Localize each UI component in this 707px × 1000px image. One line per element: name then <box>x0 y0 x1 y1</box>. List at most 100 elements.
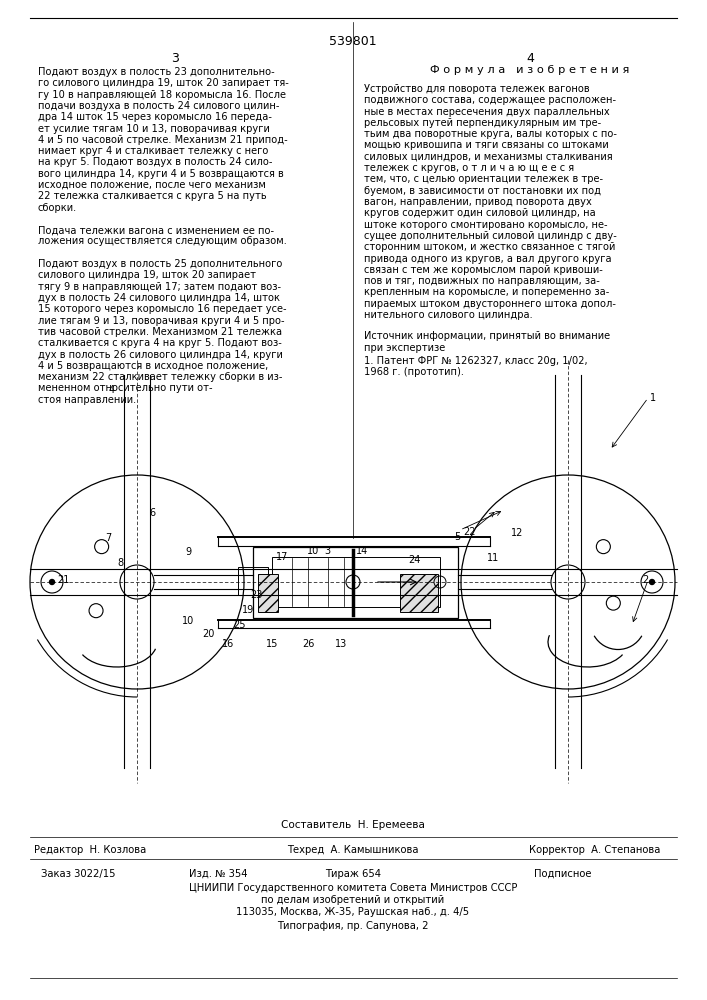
Bar <box>258 574 278 612</box>
Text: 1. Патент ФРГ № 1262327, класс 20g, 1/02,: 1. Патент ФРГ № 1262327, класс 20g, 1/02… <box>364 356 588 366</box>
Text: Техред  А. Камышникова: Техред А. Камышникова <box>287 845 419 855</box>
Text: на круг 5. Подают воздух в полость 24 сило-: на круг 5. Подают воздух в полость 24 си… <box>38 157 272 167</box>
Text: вагон, направлении, привод поворота двух: вагон, направлении, привод поворота двух <box>364 197 592 207</box>
Text: 4: 4 <box>109 385 115 395</box>
Text: 20: 20 <box>201 629 214 639</box>
Text: сталкивается с круга 4 на круг 5. Подают воз-: сталкивается с круга 4 на круг 5. Подают… <box>38 338 282 348</box>
Text: гу 10 в направляющей 18 коромысла 16. После: гу 10 в направляющей 18 коромысла 16. По… <box>38 90 286 100</box>
Text: 12: 12 <box>511 528 523 538</box>
Text: 1: 1 <box>650 393 656 403</box>
Text: Составитель  Н. Еремеева: Составитель Н. Еремеева <box>281 820 425 830</box>
Text: 13: 13 <box>335 639 347 649</box>
Text: мененном относительно пути от-: мененном относительно пути от- <box>38 383 213 393</box>
Text: 22: 22 <box>464 527 477 537</box>
Text: силового цилиндра 19, шток 20 запирает: силового цилиндра 19, шток 20 запирает <box>38 270 256 280</box>
Text: 7: 7 <box>105 533 111 543</box>
Text: тележек с кругов, о т л и ч а ю щ е е с я: тележек с кругов, о т л и ч а ю щ е е с … <box>364 163 574 173</box>
Circle shape <box>650 580 655 584</box>
Text: тив часовой стрелки. Механизмом 21 тележка: тив часовой стрелки. Механизмом 21 тележ… <box>38 327 282 337</box>
Text: 4 и 5 возвращаются в исходное положение,: 4 и 5 возвращаются в исходное положение, <box>38 361 268 371</box>
Text: механизм 22 сталкивает тележку сборки в из-: механизм 22 сталкивает тележку сборки в … <box>38 372 283 382</box>
Text: 16: 16 <box>222 639 234 649</box>
Text: привода одного из кругов, а вал другого круга: привода одного из кругов, а вал другого … <box>364 253 612 263</box>
Text: тьим два поворотные круга, валы которых с по-: тьим два поворотные круга, валы которых … <box>364 129 617 139</box>
Text: 6: 6 <box>149 508 155 518</box>
Text: Подписное: Подписное <box>534 869 592 879</box>
Text: 4 и 5 по часовой стрелке. Механизм 21 припод-: 4 и 5 по часовой стрелке. Механизм 21 пр… <box>38 135 288 145</box>
Text: Устройство для поворота тележек вагонов: Устройство для поворота тележек вагонов <box>364 84 590 94</box>
Text: ложения осуществляется следующим образом.: ложения осуществляется следующим образом… <box>38 236 287 246</box>
Text: Подача тележки вагона с изменением ее по-: Подача тележки вагона с изменением ее по… <box>38 225 274 235</box>
Text: Корректор  А. Степанова: Корректор А. Степанова <box>530 845 660 855</box>
Text: пов и тяг, подвижных по направляющим, за-: пов и тяг, подвижных по направляющим, за… <box>364 276 600 286</box>
Text: 4: 4 <box>526 52 534 65</box>
Text: силовых цилиндров, и механизмы сталкивания: силовых цилиндров, и механизмы сталкиван… <box>364 152 613 162</box>
Text: ет усилие тягам 10 и 13, поворачивая круги: ет усилие тягам 10 и 13, поворачивая кру… <box>38 123 270 133</box>
Text: Тираж 654: Тираж 654 <box>325 869 381 879</box>
Text: 24: 24 <box>408 555 420 565</box>
Text: Ф о р м у л а   и з о б р е т е н и я: Ф о р м у л а и з о б р е т е н и я <box>431 65 630 75</box>
Text: 15 которого через коромысло 16 передает усе-: 15 которого через коромысло 16 передает … <box>38 304 286 314</box>
Text: при экспертизе: при экспертизе <box>364 343 445 353</box>
Text: 22 тележка сталкивается с круга 5 на путь: 22 тележка сталкивается с круга 5 на пут… <box>38 191 267 201</box>
Text: 19: 19 <box>242 605 254 615</box>
Text: 17: 17 <box>276 552 288 562</box>
Text: Источник информации, принятый во внимание: Источник информации, принятый во внимани… <box>364 331 610 341</box>
Text: по делам изобретений и открытий: по делам изобретений и открытий <box>262 895 445 905</box>
Text: дух в полость 26 силового цилиндра 14, круги: дух в полость 26 силового цилиндра 14, к… <box>38 350 283 360</box>
Text: 3: 3 <box>171 52 179 65</box>
Text: 2: 2 <box>642 575 648 585</box>
Bar <box>272 557 440 607</box>
Text: подвижного состава, содержащее расположен-: подвижного состава, содержащее расположе… <box>364 95 616 105</box>
Text: ЦНИИПИ Государственного комитета Совета Министров СССР: ЦНИИПИ Государственного комитета Совета … <box>189 883 518 893</box>
Text: ные в местах пересечения двух параллельных: ные в местах пересечения двух параллельн… <box>364 107 609 117</box>
Text: вого цилиндра 14, круги 4 и 5 возвращаются в: вого цилиндра 14, круги 4 и 5 возвращают… <box>38 169 284 179</box>
Text: Заказ 3022/15: Заказ 3022/15 <box>41 869 115 879</box>
Text: 3: 3 <box>324 546 330 556</box>
Text: 14: 14 <box>356 546 368 556</box>
Text: сущее дополнительный силовой цилиндр с дву-: сущее дополнительный силовой цилиндр с д… <box>364 231 617 241</box>
Text: сторонним штоком, и жестко связанное с тягой: сторонним штоком, и жестко связанное с т… <box>364 242 615 252</box>
Text: стоя направлении.: стоя направлении. <box>38 395 136 405</box>
Text: 21: 21 <box>57 575 69 585</box>
Text: 10: 10 <box>307 546 319 556</box>
Text: нимает круг 4 и сталкивает тележку с него: нимает круг 4 и сталкивает тележку с нег… <box>38 146 269 156</box>
Text: 25: 25 <box>234 620 246 630</box>
Text: мощью кривошипа и тяги связаны со штоками: мощью кривошипа и тяги связаны со штокам… <box>364 140 609 150</box>
Text: 1968 г. (прототип).: 1968 г. (прототип). <box>364 367 464 377</box>
Text: 5: 5 <box>454 532 460 542</box>
Text: Подают воздух в полость 25 дополнительного: Подают воздух в полость 25 дополнительно… <box>38 259 282 269</box>
Text: подачи воздуха в полость 24 силового цилин-: подачи воздуха в полость 24 силового цил… <box>38 101 279 111</box>
Text: 26: 26 <box>302 639 314 649</box>
Text: го силового цилиндра 19, шток 20 запирает тя-: го силового цилиндра 19, шток 20 запирае… <box>38 78 289 88</box>
Text: лие тягам 9 и 13, поворачивая круги 4 и 5 про-: лие тягам 9 и 13, поворачивая круги 4 и … <box>38 316 285 326</box>
Text: 8: 8 <box>117 558 123 568</box>
Text: кругов содержит один силовой цилиндр, на: кругов содержит один силовой цилиндр, на <box>364 208 596 218</box>
Text: Изд. № 354: Изд. № 354 <box>189 869 247 879</box>
Text: связан с тем же коромыслом парой кривоши-: связан с тем же коромыслом парой кривоши… <box>364 265 603 275</box>
Text: 11: 11 <box>487 553 499 563</box>
Text: исходное положение, после чего механизм: исходное положение, после чего механизм <box>38 180 266 190</box>
Text: Типография, пр. Сапунова, 2: Типография, пр. Сапунова, 2 <box>277 921 428 931</box>
Circle shape <box>49 580 54 584</box>
Text: Редактор  Н. Козлова: Редактор Н. Козлова <box>34 845 146 855</box>
Text: дух в полость 24 силового цилиндра 14, шток: дух в полость 24 силового цилиндра 14, ш… <box>38 293 280 303</box>
Text: тягу 9 в направляющей 17; затем подают воз-: тягу 9 в направляющей 17; затем подают в… <box>38 282 281 292</box>
Text: 539801: 539801 <box>329 35 377 48</box>
Text: пираемых штоком двустороннего штока допол-: пираемых штоком двустороннего штока допо… <box>364 299 616 309</box>
Text: дра 14 шток 15 через коромысло 16 переда-: дра 14 шток 15 через коромысло 16 переда… <box>38 112 272 122</box>
Bar <box>400 574 438 612</box>
Bar <box>253 547 458 618</box>
Text: 10: 10 <box>182 616 194 626</box>
Text: Подают воздух в полость 23 дополнительно-: Подают воздух в полость 23 дополнительно… <box>38 67 275 77</box>
Text: крепленным на коромысле, и попеременно за-: крепленным на коромысле, и попеременно з… <box>364 287 609 297</box>
Text: сборки.: сборки. <box>38 203 77 213</box>
Text: 113035, Москва, Ж-35, Раушская наб., д. 4/5: 113035, Москва, Ж-35, Раушская наб., д. … <box>236 907 469 917</box>
Text: штоке которого смонтировано коромысло, не-: штоке которого смонтировано коромысло, н… <box>364 220 607 230</box>
Text: рельсовых путей перпендикулярным им тре-: рельсовых путей перпендикулярным им тре- <box>364 118 601 128</box>
Text: тем, что, с целью ориентации тележек в тре-: тем, что, с целью ориентации тележек в т… <box>364 174 603 184</box>
Text: буемом, в зависимости от постановки их под: буемом, в зависимости от постановки их п… <box>364 186 601 196</box>
Bar <box>238 567 268 595</box>
Text: нительного силового цилиндра.: нительного силового цилиндра. <box>364 310 533 320</box>
Text: 9: 9 <box>185 547 191 557</box>
